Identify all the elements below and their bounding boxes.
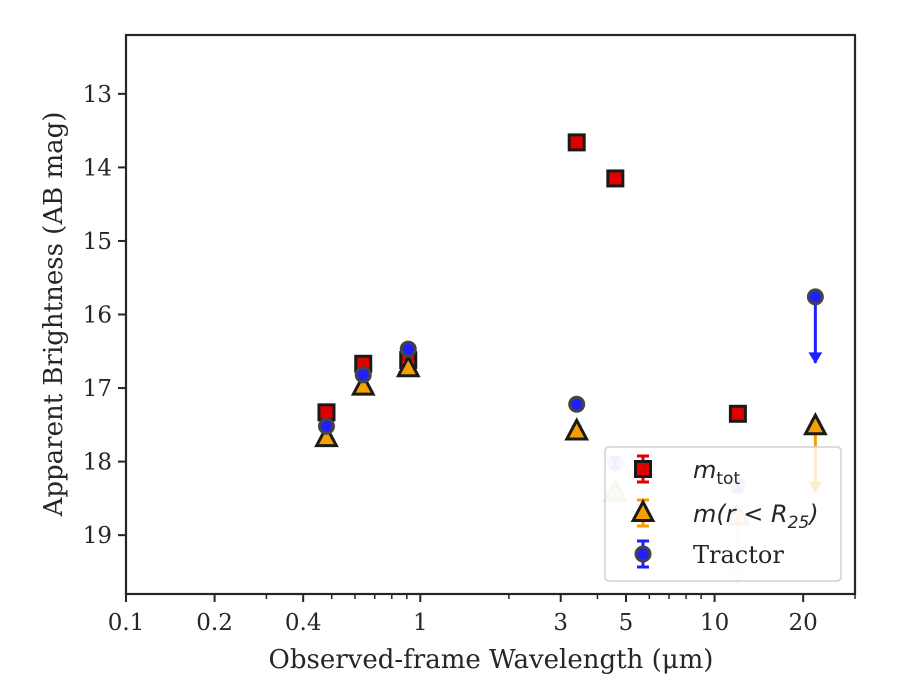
legend-label: Tractor [693, 541, 784, 569]
data-point-triangle [314, 423, 339, 448]
legend-marker-square [634, 460, 652, 478]
y-tick-label: 16 [83, 303, 112, 329]
legend-label-subscript: 25 [788, 513, 810, 533]
legend-label-base: m [693, 456, 716, 484]
triangle-marker [630, 498, 656, 522]
data-point-triangle [564, 417, 590, 441]
circle-marker [354, 366, 372, 384]
legend-marker-triangle [630, 498, 656, 522]
legend: mtot m(r < R25) Tractor [604, 446, 842, 582]
legend-item: Tractor [634, 539, 784, 569]
legend-label: mtot [693, 456, 740, 489]
data-point-circle [568, 395, 586, 413]
legend-item: mtot [634, 454, 740, 489]
data-point-circle [317, 417, 335, 435]
data-point-circle [354, 366, 372, 384]
data-point-square [606, 169, 625, 188]
x-tick-label: 1 [413, 610, 428, 636]
square-marker [728, 404, 747, 423]
plot-area [314, 133, 828, 584]
data-point-triangle [395, 353, 421, 378]
square-marker [317, 403, 336, 422]
y-tick-label: 14 [83, 155, 112, 181]
triangle-marker [314, 423, 339, 448]
data-point-triangle [350, 372, 376, 396]
triangle-marker [564, 417, 590, 441]
data-point-circle [806, 288, 824, 306]
data-point-square [317, 403, 336, 422]
y-tick-label: 19 [83, 523, 112, 549]
x-tick-label: 0.2 [196, 610, 233, 636]
legend-item: m(r < R25) [630, 498, 819, 533]
legend-label-subscript: tot [716, 469, 740, 489]
circle-marker [634, 545, 652, 563]
triangle-marker [803, 412, 828, 436]
x-tick-label: 0.1 [108, 610, 145, 636]
y-tick-label: 13 [83, 82, 112, 108]
series-square [317, 133, 747, 423]
x-tick-label: 20 [789, 610, 818, 636]
data-point-triangle [803, 412, 828, 436]
data-point-square [567, 133, 586, 152]
triangle-marker [350, 372, 376, 396]
x-tick-label: 10 [700, 610, 729, 636]
circle-marker [568, 395, 586, 413]
y-tick-label: 15 [83, 229, 112, 255]
circle-marker [399, 340, 417, 358]
circle-marker [806, 288, 824, 306]
x-tick-label: 3 [553, 610, 568, 636]
y-tick-label: 18 [83, 450, 112, 476]
legend-label: m(r < R25) [693, 500, 819, 533]
legend-box [604, 446, 842, 582]
legend-label-base: m(r < R [693, 500, 788, 528]
upper-limit-arrow [808, 296, 823, 364]
y-axis-label: Apparent Brightness (AB mag) [39, 112, 69, 518]
square-marker [606, 169, 625, 188]
legend-label-base: Tractor [693, 541, 784, 569]
data-point-square [728, 404, 747, 423]
triangle-marker [395, 353, 421, 378]
circle-marker [317, 417, 335, 435]
square-marker [567, 133, 586, 152]
legend-label-suffix: ) [807, 500, 818, 528]
data-point-circle [399, 340, 417, 358]
x-tick-label: 5 [619, 610, 634, 636]
legend-marker-circle [634, 545, 652, 563]
y-tick-label: 17 [83, 376, 112, 402]
square-marker [634, 460, 652, 478]
x-axis-label: Observed-frame Wavelength (μm) [269, 645, 714, 675]
x-tick-label: 0.4 [285, 610, 322, 636]
